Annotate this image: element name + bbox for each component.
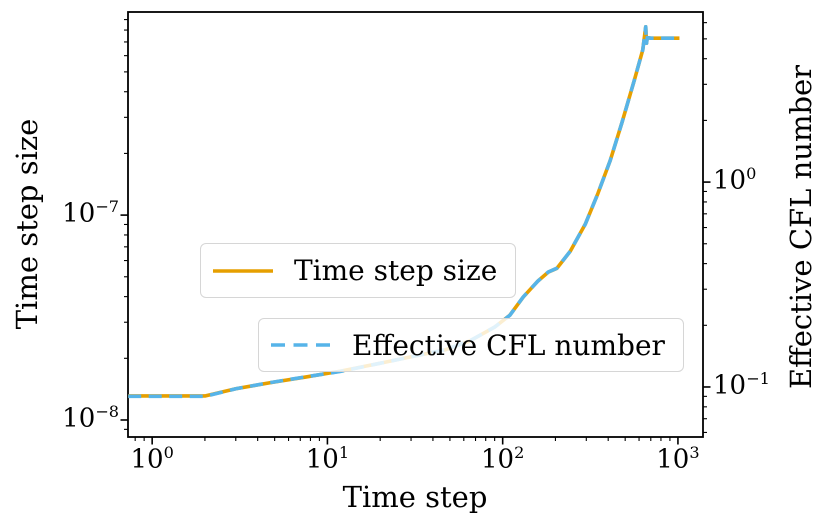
ytr-label: 10−1 xyxy=(713,368,770,401)
x-axis-label: Time step xyxy=(342,480,488,514)
ytl-label: 10−7 xyxy=(62,197,119,229)
x-tick-label: 103 xyxy=(656,443,700,475)
x-tick-label: 100 xyxy=(130,443,174,475)
legend-label-time-step-size: Time step size xyxy=(294,254,498,287)
axes-spines xyxy=(127,11,704,438)
ytr-label: 100 xyxy=(713,164,757,196)
y-axis-label-right: Effective CFL number xyxy=(784,64,818,390)
legend-sample-line-solid xyxy=(213,268,273,273)
x-tick-label: 102 xyxy=(481,443,525,475)
y-axis-label-left: Time step size xyxy=(10,118,44,330)
line-effective-cfl-number xyxy=(128,24,680,399)
legend-label-effective-cfl-number: Effective CFL number xyxy=(352,328,665,362)
x-tick-label: 101 xyxy=(305,443,350,475)
legend-sample-line-dashed xyxy=(271,343,331,347)
legend-time-step-size: Time step size xyxy=(200,243,517,298)
legend-effective-cfl-number: Effective CFL number xyxy=(258,318,684,372)
ytl-label: 10−8 xyxy=(62,401,119,434)
